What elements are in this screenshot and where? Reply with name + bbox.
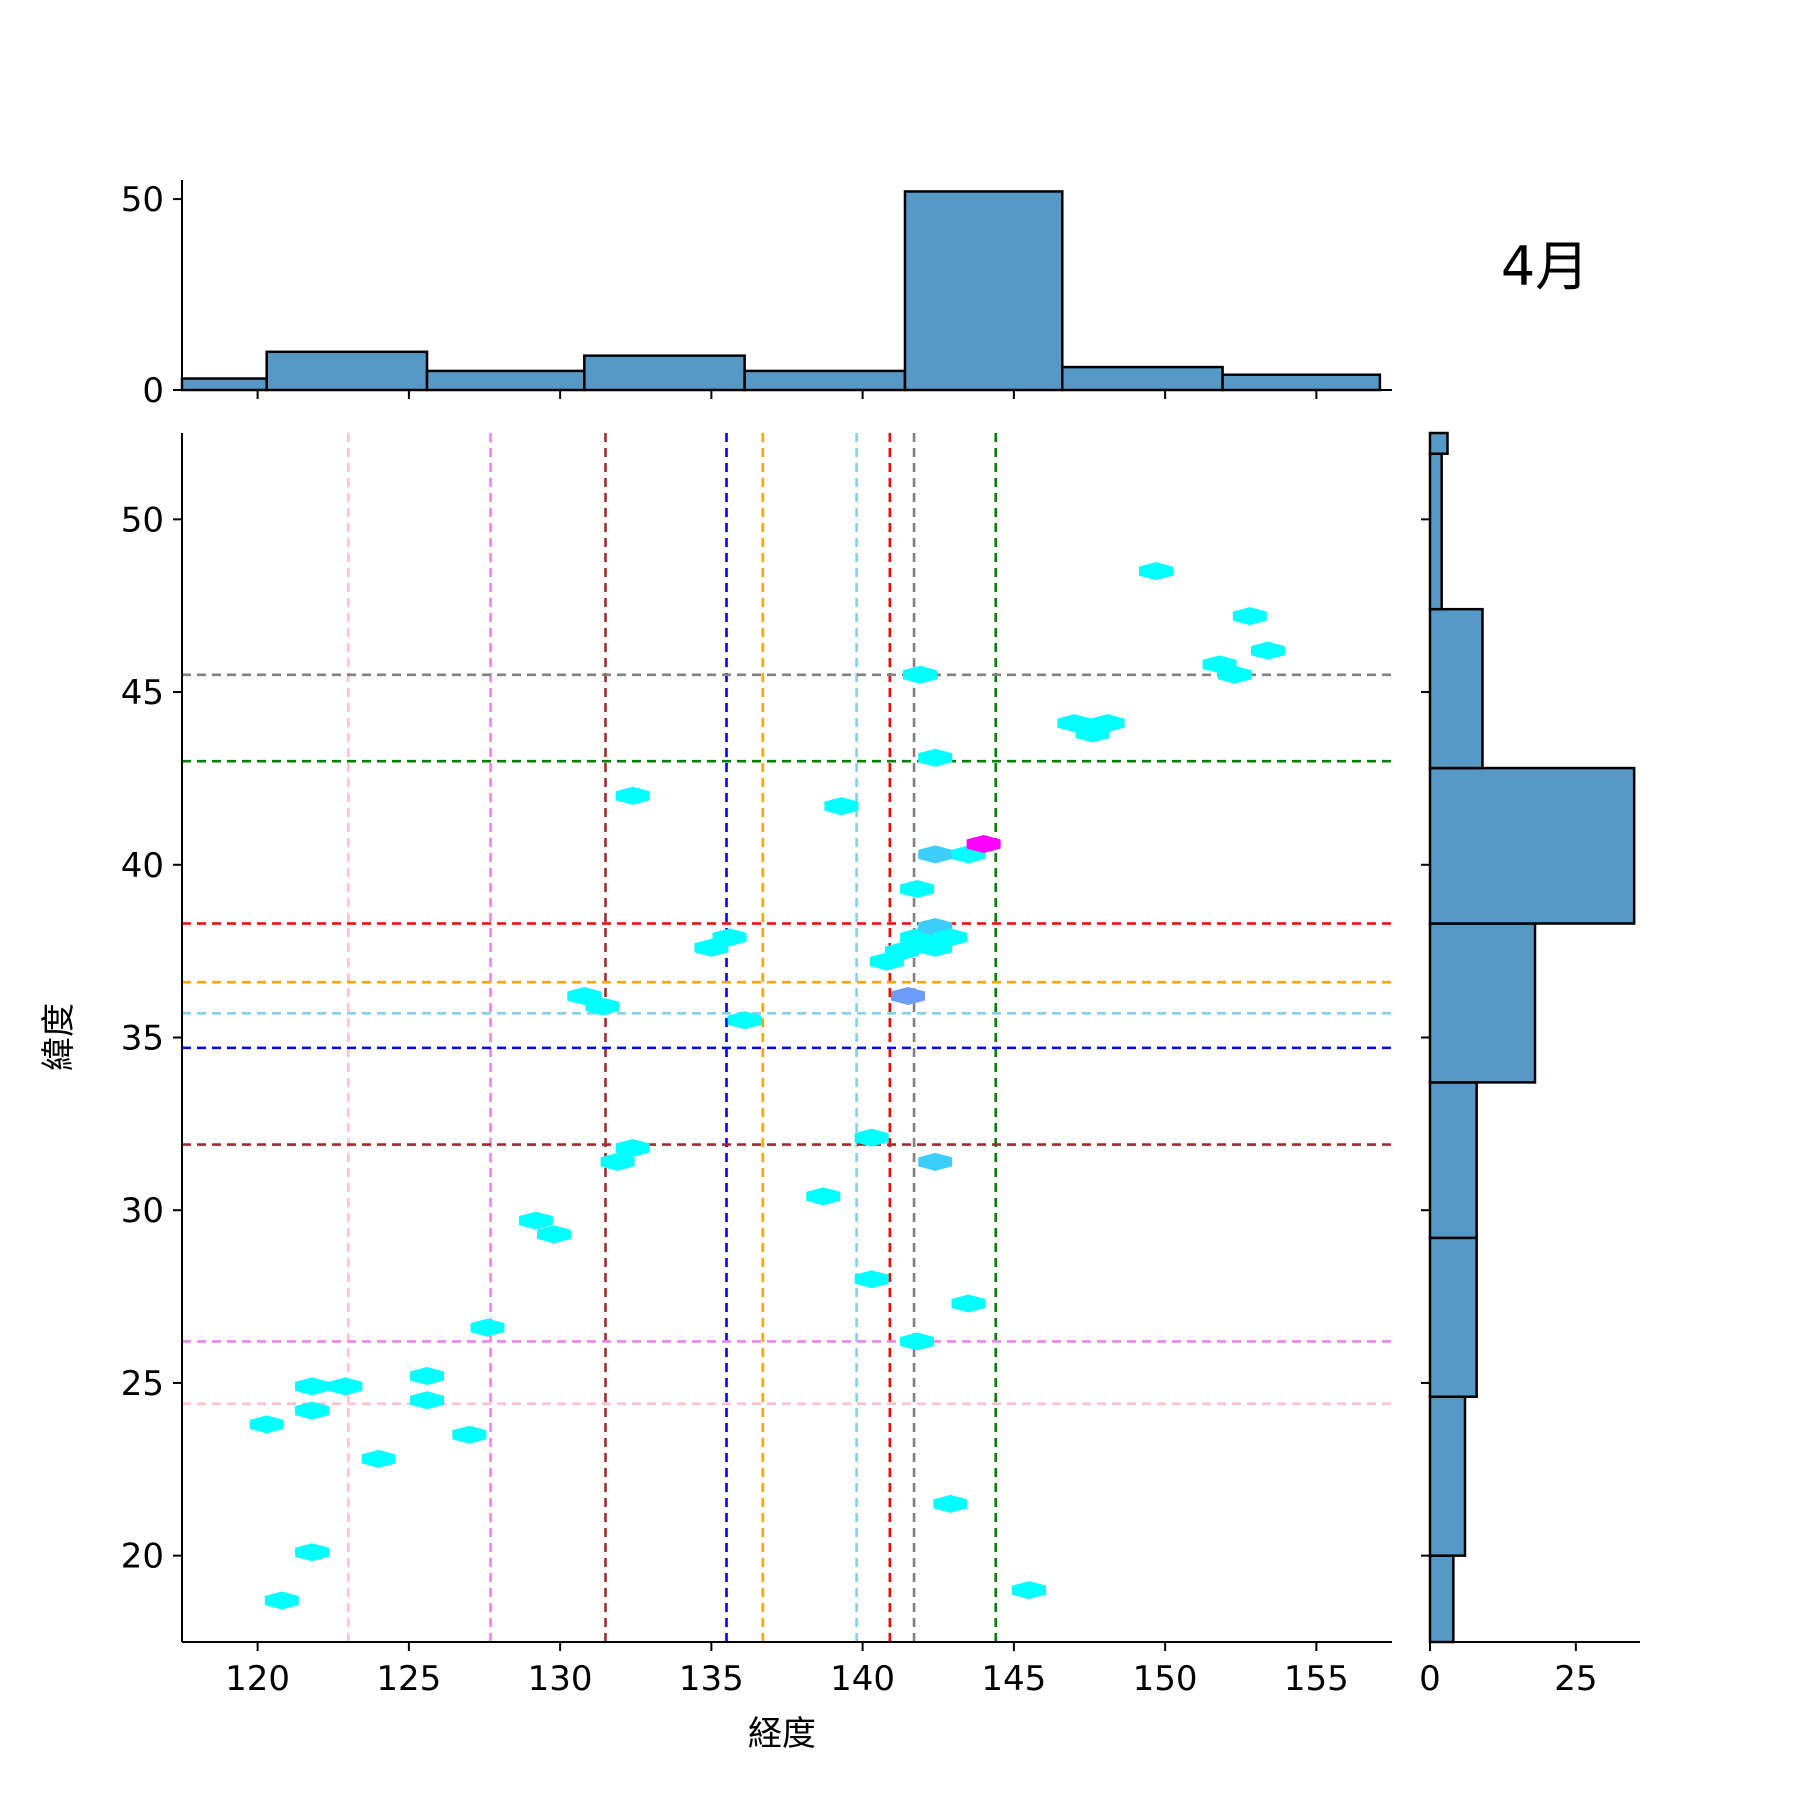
y-hist-bar [1428,766,1636,925]
hexbin-cell [933,1494,968,1513]
y-hist-bar [1428,1554,1455,1644]
hexbin-cell [891,987,925,1006]
x-tick-label: 155 [1284,1659,1349,1699]
y-hist-x-tick-label: 0 [1419,1659,1441,1699]
hexbin-cell [712,928,747,947]
y-hist-bar [1428,452,1443,611]
hexbin-cell [727,1011,762,1030]
hexbin-cell [903,665,938,684]
y-tick-label: 40 [121,846,164,886]
y-hist-bar [1428,431,1449,455]
chart-title: 4月 [1501,235,1589,298]
hexbin-cell [918,748,953,767]
x-hist-bar [1061,365,1224,392]
y-tick-label: 35 [121,1019,164,1059]
y-tick-label: 20 [121,1537,164,1577]
x-tick-label: 130 [528,1659,593,1699]
hexbin-cell [854,1128,889,1147]
y-hist-bar [1428,1236,1478,1398]
hexbin-cell [1090,714,1125,733]
hexbin-cell [824,797,859,816]
y-tick-label: 30 [121,1191,164,1231]
y-hist-bar [1428,1395,1467,1557]
hexbin-cell [295,1377,330,1396]
x-hist-y-tick-label: 50 [121,180,164,220]
hexbin-cell [951,1294,986,1313]
hexbin-cell [615,1139,650,1158]
x-tick-label: 135 [679,1659,744,1699]
x-axis-label: 経度 [748,1714,816,1754]
x-tick-label: 145 [981,1659,1046,1699]
y-hist-x-tick-label: 25 [1554,1659,1597,1699]
hexbin-cell [328,1377,363,1396]
x-tick-label: 120 [225,1659,290,1699]
x-hist-bar [583,354,746,392]
x-hist-bar [1221,373,1382,392]
hexbin-cell [1012,1581,1046,1600]
hexbin-cell [806,1187,841,1206]
hexbin-cell [452,1425,487,1444]
x-hist-bar [425,369,586,392]
x-tick-label: 140 [830,1659,895,1699]
joint-plot-area: 120 125 130 135 140 145 150 155 20 25 30 35 40 45 50 [121,433,1392,1699]
y-hist-bar [1428,607,1484,770]
hexbin-cell [537,1225,572,1244]
hexbin-cell [615,786,650,805]
y-tick-label: 50 [121,500,164,540]
hexbin-cell [410,1367,445,1386]
hexbin-cell [1139,562,1174,581]
hexbin-cell [918,1152,953,1171]
y-hist-bar [1428,922,1537,1084]
hexbin-cell [1217,665,1252,684]
hexbin-cell [518,1211,553,1230]
y-axis-label: 緯度 [39,1003,79,1071]
y-tick-label: 25 [121,1364,164,1404]
hexbin-cell [585,997,620,1016]
x-hist-bar [180,377,268,392]
y-histogram: 0 25 [1419,431,1640,1699]
hexbin-cell [249,1415,284,1434]
hexbin-cell [410,1391,445,1410]
x-hist-bar [903,190,1064,392]
hexbin-cell [900,879,935,898]
y-hist-bar [1428,1081,1478,1240]
y-tick-label: 45 [121,673,164,713]
x-hist-bar [743,369,907,392]
hexbin-cell [264,1591,299,1610]
hexbin-cell [900,1332,935,1351]
hexbin-cell [933,928,968,947]
hexbin-cell [1232,607,1267,626]
hexbin-cell [600,1152,635,1171]
x-hist-bar [265,350,429,392]
hexbin-cell [854,1270,889,1289]
hexbin-cell [966,835,1001,854]
hexbin-cell [295,1401,330,1420]
x-tick-label: 150 [1133,1659,1198,1699]
x-hist-y-tick-label: 0 [142,371,164,411]
hexbin-cell [470,1318,505,1337]
hexbin-cell [884,942,919,961]
hexbin-cell [918,845,953,864]
x-histogram: 0 50 [121,180,1392,411]
x-tick-label: 125 [376,1659,441,1699]
hexbin-cell [361,1449,396,1468]
hexbin-cell [295,1543,330,1562]
hexbin-cell [1250,641,1285,660]
